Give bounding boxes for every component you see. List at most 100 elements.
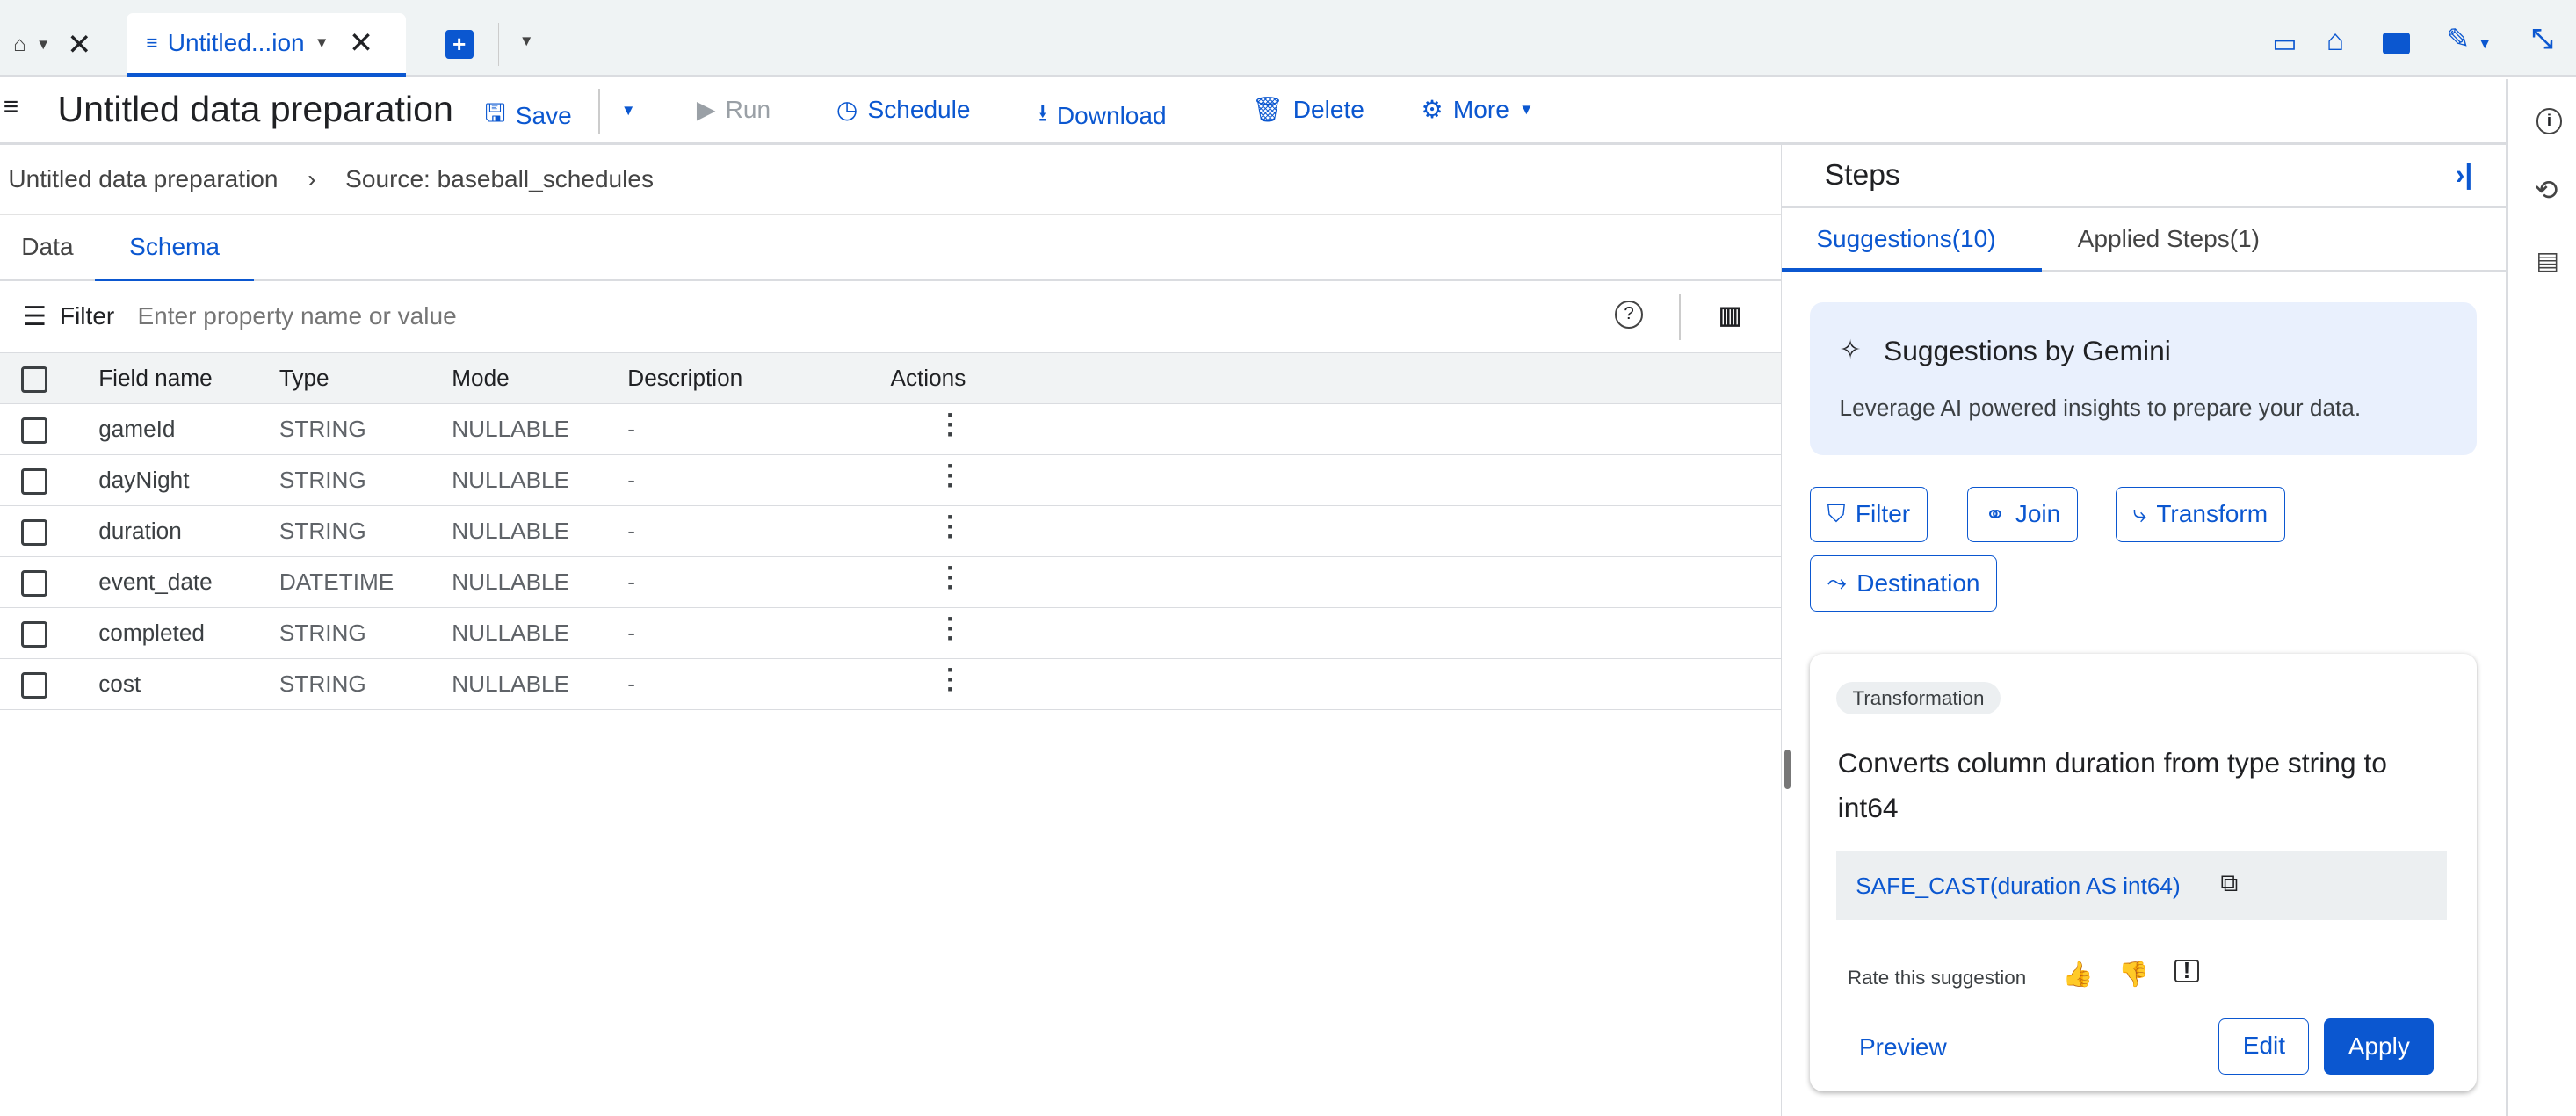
field-name: cost	[98, 658, 279, 711]
clock-icon: ◷	[836, 96, 858, 124]
field-mode: NULLABLE	[452, 454, 628, 507]
steps-title: Steps	[1824, 159, 1900, 192]
col-actions: Actions	[890, 353, 1782, 405]
thumbs-down-icon[interactable]: 👎	[2118, 960, 2150, 989]
more-vert-icon[interactable]: · · ·	[946, 400, 956, 450]
filter-label: Filter	[59, 302, 115, 330]
data-prep-icon: ≡	[3, 91, 19, 121]
field-type: STRING	[279, 505, 452, 558]
collapse-panel-icon[interactable]: ›|	[2455, 157, 2473, 190]
breadcrumb-root[interactable]: Untitled data preparation	[8, 165, 279, 193]
gear-icon: ⚙	[1421, 96, 1444, 124]
new-tab-button[interactable]: +	[445, 29, 474, 60]
filter-input[interactable]	[137, 302, 1124, 331]
tab-applied-steps[interactable]: Applied Steps(1)	[2077, 225, 2261, 253]
tab-schema[interactable]: Schema	[94, 215, 255, 282]
suggestion-code-box: SAFE_CAST(duration AS int64) ⧉	[1835, 851, 2448, 921]
table-row: gameId STRING NULLABLE - · · ·	[0, 400, 1782, 456]
tab-label: Untitled...ion	[167, 28, 305, 56]
save-button[interactable]: 🖫 Save	[485, 95, 572, 137]
report-icon[interactable]: !	[2174, 959, 2200, 983]
more-vert-icon[interactable]: · · ·	[946, 604, 956, 654]
schema-panel: Untitled data preparation › Source: base…	[0, 145, 1782, 1116]
tab-untitled[interactable]: ≡ Untitled...ion ▼ ✕	[126, 12, 406, 77]
field-name: event_date	[98, 556, 279, 609]
edit-button[interactable]: Edit	[2218, 1018, 2310, 1075]
row-checkbox[interactable]	[21, 671, 48, 699]
suggestion-text: Converts column duration from type strin…	[1837, 747, 2387, 823]
run-button[interactable]: ▶ Run	[697, 95, 771, 124]
suggestion-tag: Transformation	[1835, 682, 2001, 715]
column-display-icon[interactable]: ▥	[1719, 301, 1742, 330]
download-icon: ⭳	[1038, 99, 1047, 127]
comment-icon[interactable]: ▤	[2536, 247, 2560, 275]
field-type: STRING	[279, 658, 452, 711]
transform-chip[interactable]: ⤷ Transform	[2115, 486, 2285, 543]
thumbs-up-icon[interactable]: 👍	[2062, 960, 2094, 989]
join-icon: ⚭	[1985, 500, 2006, 528]
join-chip[interactable]: ⚭ Join	[1967, 486, 2078, 543]
close-icon[interactable]: ✕	[67, 29, 92, 62]
field-mode: NULLABLE	[452, 403, 628, 456]
destination-icon: ⤳	[1827, 569, 1847, 597]
home-icon[interactable]: ⌂	[2326, 25, 2345, 58]
home-icon: ⌂	[12, 33, 26, 57]
field-description: -	[627, 658, 891, 711]
schedule-device-icon[interactable]: ▭	[2272, 28, 2297, 58]
chevron-down-icon[interactable]: ▼	[518, 33, 534, 50]
schedule-button[interactable]: ◷ Schedule	[836, 95, 971, 124]
more-vert-icon[interactable]: · · ·	[946, 553, 956, 603]
collapse-icon[interactable]: ⤡	[2531, 25, 2553, 54]
tab-data[interactable]: Data	[21, 232, 74, 260]
chevron-down-icon[interactable]: ▼	[314, 33, 329, 51]
select-all-checkbox[interactable]	[21, 366, 48, 393]
row-checkbox[interactable]	[21, 569, 48, 597]
resize-handle[interactable]	[1784, 749, 1791, 789]
chevron-down-icon[interactable]: ▼	[35, 36, 51, 54]
chevron-right-icon: ›	[308, 165, 316, 193]
field-description: -	[627, 607, 891, 660]
help-icon[interactable]: ?	[1615, 301, 1643, 329]
apply-button[interactable]: Apply	[2324, 1018, 2435, 1075]
sparkle-icon: ✧	[1839, 336, 1862, 366]
history-icon[interactable]: ⟲	[2534, 174, 2558, 207]
ai-pen-icon[interactable]: ✎ ▼	[2446, 23, 2493, 55]
suggestion-code: SAFE_CAST(duration AS int64)	[1856, 872, 2181, 899]
keyboard-icon[interactable]	[2382, 33, 2411, 54]
more-vert-icon[interactable]: · · ·	[946, 502, 956, 552]
row-checkbox[interactable]	[21, 519, 48, 546]
field-name: gameId	[98, 403, 279, 456]
delete-button[interactable]: 🗑 Delete	[1252, 95, 1364, 124]
row-checkbox[interactable]	[21, 468, 48, 495]
table-row: event_date DATETIME NULLABLE - · · ·	[0, 553, 1782, 609]
close-icon[interactable]: ✕	[348, 26, 374, 60]
info-icon[interactable]: i	[2536, 108, 2563, 135]
field-type: STRING	[279, 403, 452, 456]
save-label: Save	[515, 102, 572, 130]
gemini-title: Suggestions by Gemini	[1884, 335, 2171, 367]
more-vert-icon[interactable]: · · ·	[946, 451, 956, 501]
more-vert-icon[interactable]: · · ·	[946, 655, 956, 705]
row-checkbox[interactable]	[21, 620, 48, 648]
col-type: Type	[279, 353, 452, 405]
trash-icon: 🗑	[1251, 96, 1284, 124]
preview-button[interactable]: Preview	[1858, 1033, 1947, 1062]
more-button[interactable]: ⚙ More ▼	[1422, 95, 1534, 124]
chevron-down-icon: ▼	[1519, 100, 1534, 118]
destination-chip[interactable]: ⤳ Destination	[1809, 555, 1998, 612]
save-options-chevron[interactable]: ▼	[620, 101, 636, 119]
home-tab[interactable]: ⌂ ▼ ✕	[13, 13, 91, 77]
tab-bar: ⌂ ▼ ✕ ≡ Untitled...ion ▼ ✕ + ▼ ▭ ⌂ ✎ ▼ ⤡	[0, 0, 2576, 77]
filter-chip[interactable]: ⛉ Filter	[1809, 486, 1928, 543]
schedule-label: Schedule	[867, 95, 971, 123]
field-mode: NULLABLE	[452, 556, 628, 609]
download-button[interactable]: ⭳ Download	[1038, 95, 1167, 137]
col-field-name: Field name	[98, 353, 279, 405]
chip-label: Join	[2015, 500, 2061, 528]
tab-suggestions[interactable]: Suggestions(10)	[1782, 208, 2042, 273]
transform-icon: ⤷	[2132, 499, 2147, 527]
copy-icon[interactable]: ⧉	[2220, 869, 2239, 897]
breadcrumb-source[interactable]: Source: baseball_schedules	[345, 165, 654, 193]
table-row: cost STRING NULLABLE - · · ·	[0, 655, 1782, 711]
row-checkbox[interactable]	[21, 417, 48, 444]
